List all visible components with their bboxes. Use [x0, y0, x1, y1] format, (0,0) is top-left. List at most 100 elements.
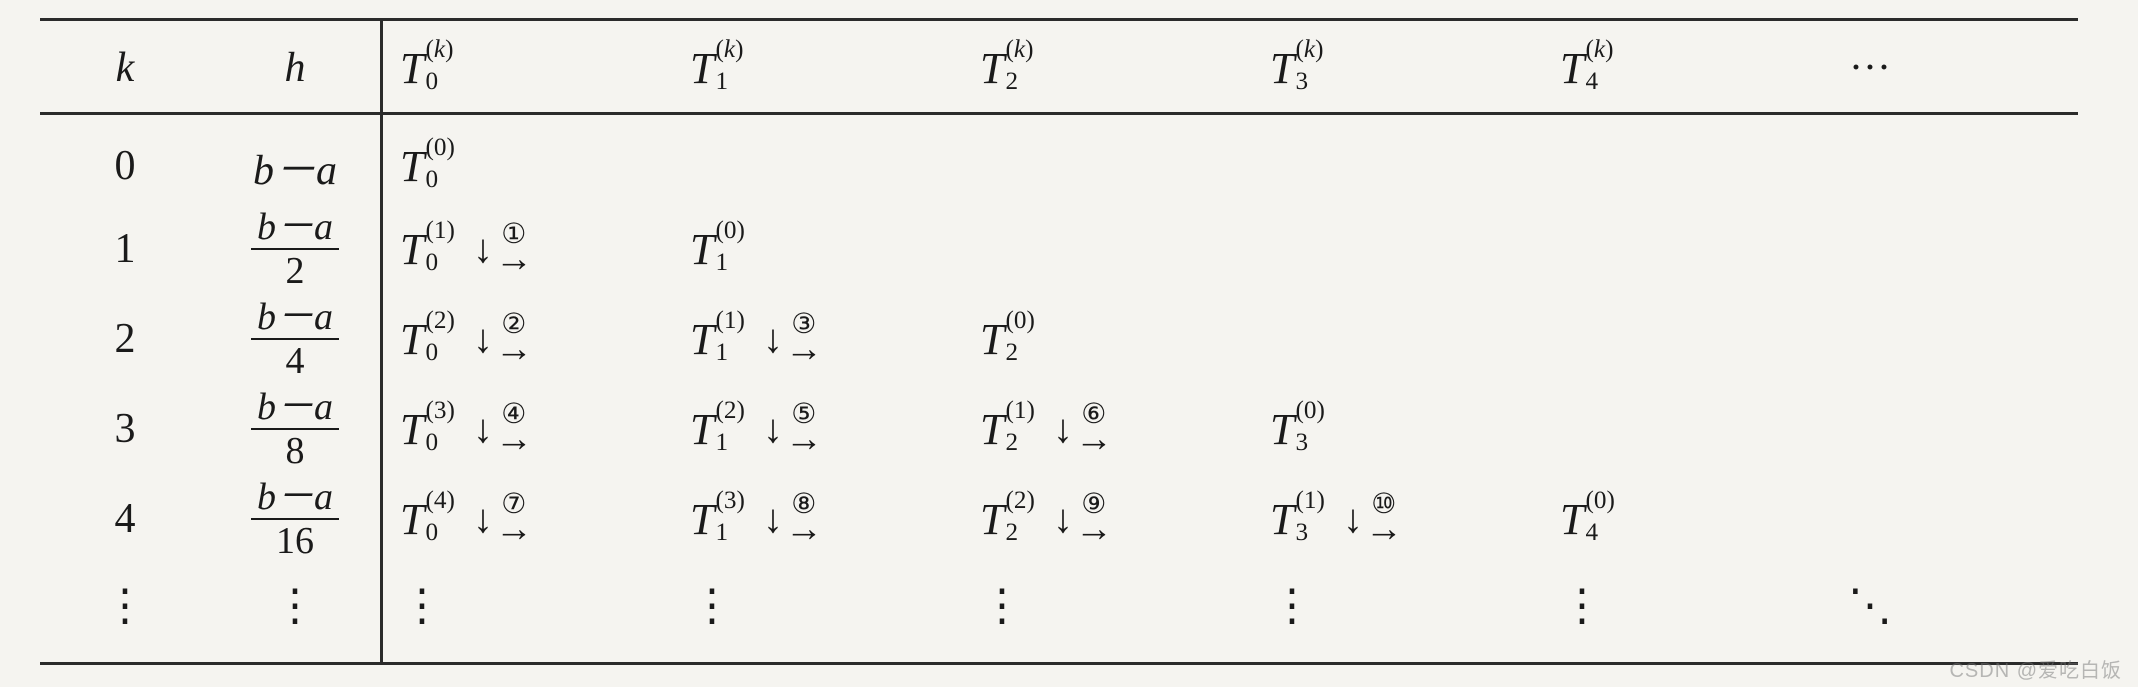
T-sup: (2) [1005, 491, 1034, 511]
T-sub: 2 [1005, 343, 1034, 363]
T-sub: 0 [425, 433, 454, 453]
arrow-icon: ↓⑧→ [763, 494, 823, 544]
table-row: 0 b－a T(0)0 [40, 128, 2078, 204]
T-sup: (2) [425, 311, 454, 331]
T-sub: 0 [425, 170, 454, 190]
T-sup: (0) [1295, 401, 1324, 421]
T-sup: (0) [1005, 311, 1034, 331]
frac-den: 16 [276, 520, 314, 560]
T-sub: 1 [715, 433, 744, 453]
cell-k: 4 [40, 495, 210, 543]
T-sub: 0 [425, 343, 454, 363]
cell-T: T(1)1 ↓③→ [670, 314, 960, 365]
rule-bottom [40, 662, 2078, 665]
vdots: ⋮ [380, 580, 670, 631]
cell-T: T(0)1 [670, 224, 960, 275]
frac-num: b－a [251, 298, 339, 340]
T-sup: (1) [425, 221, 454, 241]
watermark: CSDN @爱吃白饭 [1949, 654, 2122, 683]
vdots: ⋮ [40, 580, 210, 631]
frac-den: 2 [285, 250, 304, 290]
cell-h: b－a [210, 136, 380, 197]
table-row: 2 b－a4 T(2)0 ↓②→ T(1)1 ↓③→ T(0)2 [40, 294, 2078, 384]
T-sub: 2 [1005, 433, 1034, 453]
table-row: 1 b－a2 T(1)0 ↓①→ T(0)1 [40, 204, 2078, 294]
T-sub: 1 [715, 253, 744, 273]
cell-h: b－a4 [210, 298, 380, 380]
frac-num: b－a [251, 478, 339, 520]
T-sub: 3 [1295, 433, 1324, 453]
cell-k: 0 [40, 142, 210, 190]
cell-T: T(4)0 ↓⑦→ [380, 494, 670, 545]
T-sub: 1 [715, 343, 744, 363]
header-T3: T(k)3 [1250, 43, 1540, 94]
table-row: 3 b－a8 T(3)0 ↓④→ T(2)1 ↓⑤→ T(1)2 ↓⑥→ T(0… [40, 384, 2078, 474]
cell-T: T(2)1 ↓⑤→ [670, 404, 960, 455]
table-row: 4 b－a16 T(4)0 ↓⑦→ T(3)1 ↓⑧→ T(2)2 ↓⑨→ T(… [40, 474, 2078, 564]
arrow-icon: ↓②→ [473, 314, 533, 364]
vdots: ⋮ [670, 580, 960, 631]
T-sup: (3) [425, 401, 454, 421]
cell-T: T(0)4 [1540, 494, 1830, 545]
T-sup: (4) [425, 491, 454, 511]
arrow-icon: ↓⑨→ [1053, 494, 1113, 544]
cell-T: T(1)3 ↓⑩→ [1250, 494, 1540, 545]
cell-h: b－a8 [210, 388, 380, 470]
T-sub: 3 [1295, 523, 1324, 543]
cell-T: T(2)0 ↓②→ [380, 314, 670, 365]
vdots: ⋮ [960, 580, 1250, 631]
frac-den: 8 [285, 430, 304, 470]
header-row: k h T(k)0 T(k)1 T(k)2 T(k)3 T(k)4 ··· [40, 36, 2078, 100]
cell-h: b－a2 [210, 208, 380, 290]
cell-T: T(3)1 ↓⑧→ [670, 494, 960, 545]
T-sub: 0 [425, 253, 454, 273]
vdots-row: ⋮ ⋮ ⋮ ⋮ ⋮ ⋮ ⋮ ⋱ [40, 570, 2078, 640]
arrow-icon: ↓⑤→ [763, 404, 823, 454]
T-sup: (2) [715, 401, 744, 421]
header-dots: ··· [1830, 44, 1910, 92]
T-sup: (0) [1585, 491, 1614, 511]
cell-T: T(0)0 [380, 141, 670, 192]
T-sup: (0) [715, 221, 744, 241]
cell-k: 3 [40, 405, 210, 453]
T-sup: (3) [715, 491, 744, 511]
cell-T: T(1)2 ↓⑥→ [960, 404, 1250, 455]
h-plain: b－a [253, 136, 337, 197]
T-sup: (1) [715, 311, 744, 331]
T-sub: 2 [1005, 523, 1034, 543]
vdots: ⋮ [210, 580, 380, 631]
rule-top [40, 18, 2078, 21]
vdots: ⋮ [1540, 580, 1830, 631]
arrow-icon: ↓④→ [473, 404, 533, 454]
frac-num: b－a [251, 208, 339, 250]
frac-den: 4 [285, 340, 304, 380]
ddots: ⋱ [1830, 580, 1910, 631]
arrow-icon: ↓⑩→ [1343, 494, 1403, 544]
T-sup: (1) [1295, 491, 1324, 511]
cell-T: T(2)2 ↓⑨→ [960, 494, 1250, 545]
T-sup: (0) [425, 138, 454, 158]
header-T0: T(k)0 [380, 43, 670, 94]
cell-T: T(3)0 ↓④→ [380, 404, 670, 455]
header-h: h [210, 44, 380, 92]
cell-k: 2 [40, 315, 210, 363]
T-sub: 4 [1585, 523, 1614, 543]
header-k: k [40, 44, 210, 92]
header-T2: T(k)2 [960, 43, 1250, 94]
vdots: ⋮ [1250, 580, 1540, 631]
cell-T: T(0)2 [960, 314, 1250, 365]
arrow-icon: ↓①→ [473, 224, 533, 274]
arrow-icon: ↓③→ [763, 314, 823, 364]
T-sub: 0 [425, 523, 454, 543]
T-sup: (1) [1005, 401, 1034, 421]
cell-T: T(0)3 [1250, 404, 1540, 455]
arrow-icon: ↓⑦→ [473, 494, 533, 544]
header-T4: T(k)4 [1540, 43, 1830, 94]
arrow-icon: ↓⑥→ [1053, 404, 1113, 454]
cell-T: T(1)0 ↓①→ [380, 224, 670, 275]
rule-mid [40, 112, 2078, 115]
romberg-table: k h T(k)0 T(k)1 T(k)2 T(k)3 T(k)4 ··· 0 … [0, 0, 2138, 687]
cell-k: 1 [40, 225, 210, 273]
frac-num: b－a [251, 388, 339, 430]
header-T1: T(k)1 [670, 43, 960, 94]
